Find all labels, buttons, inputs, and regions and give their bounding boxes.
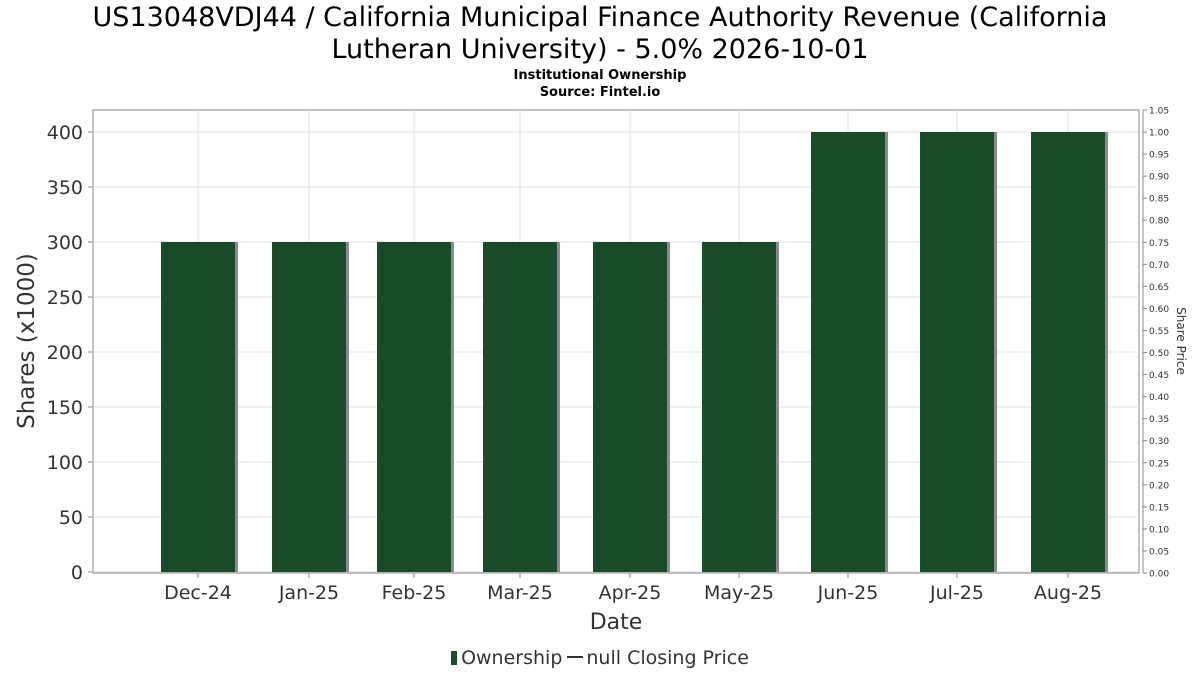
y-tick-label: 50	[59, 507, 83, 529]
x-tick-label: Dec-24	[164, 582, 232, 604]
x-tick-label: Jun-25	[817, 582, 879, 604]
x-tick-label: Jan-25	[278, 582, 339, 604]
y2-tick-label: 0.20	[1149, 481, 1169, 491]
y-tick-label: 300	[47, 232, 83, 254]
ownership-legend-swatch	[451, 651, 458, 665]
y2-tick-label: 0.00	[1149, 570, 1169, 580]
y-tick-label: 400	[47, 122, 83, 144]
ownership-bar	[811, 132, 885, 572]
y2-tick-label: 0.85	[1149, 195, 1169, 205]
x-tick-label: Jul-25	[929, 582, 984, 604]
ownership-legend-label: Ownership	[461, 647, 563, 669]
y2-tick-label: 0.30	[1149, 437, 1169, 447]
y-tick-label: 200	[47, 342, 83, 364]
ownership-bar	[593, 242, 667, 572]
y2-tick-label: 0.90	[1149, 173, 1169, 183]
price-legend-label: null Closing Price	[586, 647, 749, 669]
chart-title-line-2: Lutheran University) - 5.0% 2026-10-01	[331, 34, 869, 65]
y2-tick-label: 0.25	[1149, 459, 1169, 469]
y2-tick-label: 0.60	[1149, 305, 1169, 315]
y-tick-label: 0	[71, 562, 83, 584]
y2-tick-label: 0.55	[1149, 327, 1169, 337]
chart-source: Source: Fintel.io	[539, 85, 661, 100]
y-tick-label: 250	[47, 287, 83, 309]
price-legend-line	[567, 656, 584, 658]
ownership-bar	[272, 242, 346, 572]
y2-tick-label: 0.95	[1149, 151, 1169, 161]
y2-tick-label: 0.50	[1149, 349, 1169, 359]
y2-tick-label: 0.70	[1149, 261, 1169, 271]
y2-tick-label: 0.15	[1149, 503, 1169, 513]
x-axis-label: Date	[590, 610, 643, 635]
y2-axis-label: Share Price	[1174, 307, 1188, 375]
chart-subtitle: Institutional Ownership	[513, 68, 687, 83]
y2-tick-label: 0.35	[1149, 415, 1169, 425]
ownership-bar	[920, 132, 994, 572]
y2-tick-label: 0.45	[1149, 371, 1169, 381]
y2-tick-label: 0.65	[1149, 283, 1169, 293]
y2-tick-label: 0.80	[1149, 217, 1169, 227]
x-tick-label: May-25	[704, 582, 774, 604]
ownership-bar	[483, 242, 557, 572]
y-tick-label: 150	[47, 397, 83, 419]
y2-tick-label: 1.05	[1149, 107, 1169, 117]
y2-tick-label: 1.00	[1149, 129, 1169, 139]
y-tick-label: 100	[47, 452, 83, 474]
y2-tick-label: 0.75	[1149, 239, 1169, 249]
x-tick-label: Apr-25	[599, 582, 662, 604]
y-axis-label: Shares (x1000)	[14, 253, 40, 429]
y2-tick-label: 0.05	[1149, 547, 1169, 557]
y2-tick-label: 0.40	[1149, 393, 1169, 403]
x-tick-label: Mar-25	[487, 582, 553, 604]
chart-title-line-1: US13048VDJ44 / California Municipal Fina…	[92, 2, 1108, 33]
chart-legend: Ownership null Closing Price	[0, 647, 1200, 669]
ownership-bar	[1031, 132, 1105, 572]
x-tick-label: Feb-25	[382, 582, 447, 604]
y-tick-label: 350	[47, 177, 83, 199]
y2-tick-label: 0.10	[1149, 525, 1169, 535]
ownership-bar	[702, 242, 776, 572]
x-tick-label: Aug-25	[1034, 582, 1102, 604]
ownership-bar	[161, 242, 235, 572]
ownership-bar	[377, 242, 451, 572]
